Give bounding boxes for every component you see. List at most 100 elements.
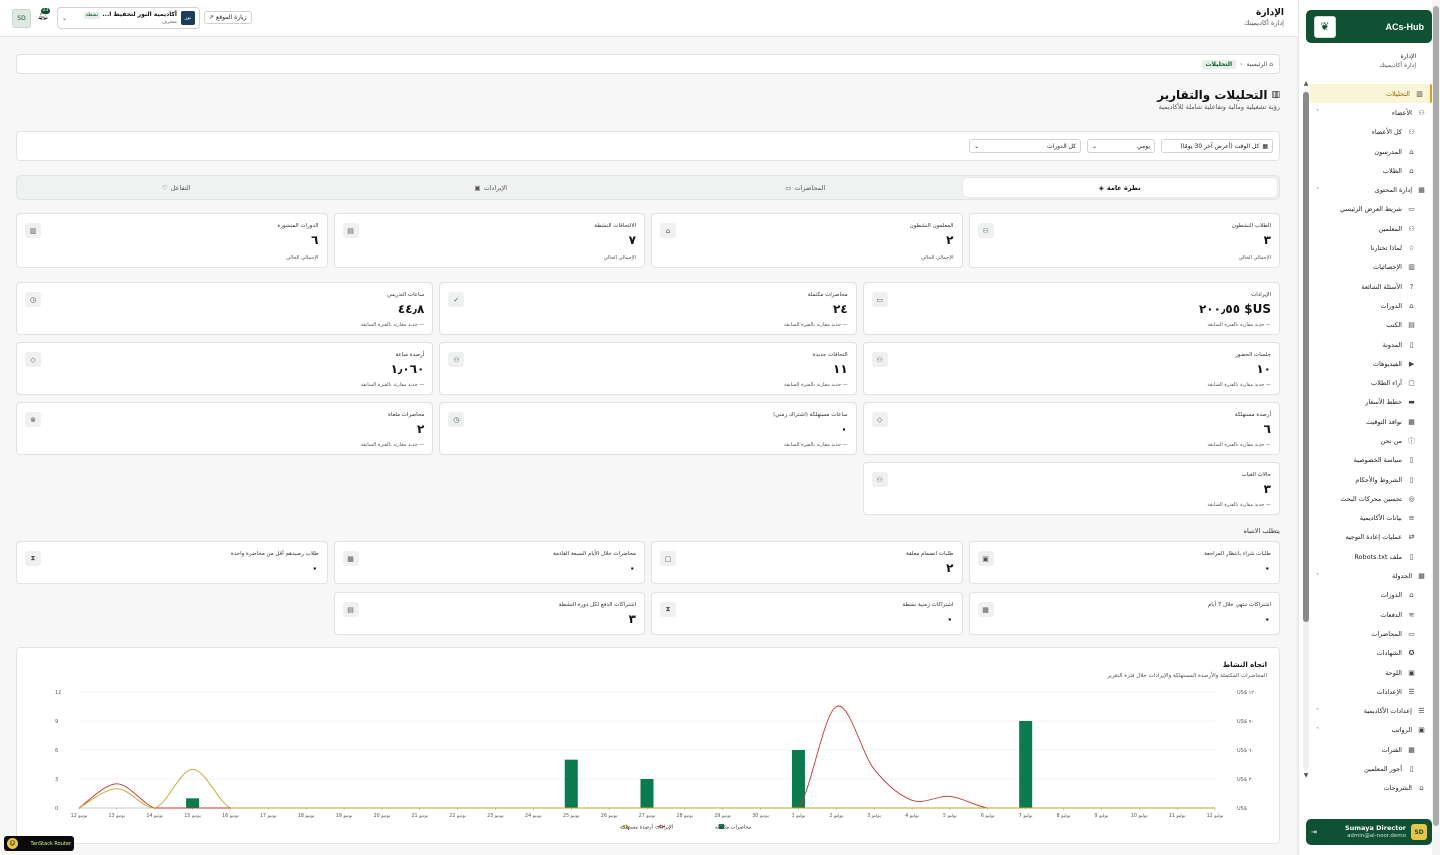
sidebar-item[interactable]: ⚇ المعلمين (1310, 219, 1432, 238)
sidebar-item[interactable]: ▬ خطط الأسعار (1310, 393, 1432, 412)
sidebar-item[interactable]: ◎ تحسين محركات البحث (1310, 489, 1432, 508)
monitor-icon: ▭ (1408, 629, 1415, 638)
cap-icon: ⌂ (660, 223, 676, 238)
card-value: ٤٤٫٨ (397, 302, 425, 316)
kpi-card: الالتحاقات النشطة ٧ الإجمالي الحالي ▤ (333, 213, 645, 268)
course-value: كل الدورات (1046, 142, 1076, 150)
tab-0[interactable]: نظرة عامة ◈ (962, 178, 1277, 197)
card-label: الدورات المنشورة (277, 223, 319, 229)
sidebar-item[interactable]: ▯ ملف Robots.txt (1310, 547, 1432, 566)
sidebar-item[interactable]: ▦ نوافذ التوقيت (1310, 412, 1432, 431)
sidebar-item-label: الرواتب (1391, 726, 1412, 735)
right-tick-label: US$ (1237, 806, 1247, 812)
wallet-icon: ▣ (1418, 726, 1425, 735)
sidebar-user[interactable]: SD Sumaya Director admin@al-noor.demo ⇥ (1306, 819, 1432, 845)
page-scroll-thumb[interactable] (1433, 6, 1439, 826)
sidebar-item[interactable]: ▭ شريط العرض الرئيسي (1310, 200, 1432, 219)
calendar-icon: ▦ (1262, 142, 1268, 150)
sidebar-item[interactable]: ▯ المدونة (1310, 335, 1432, 354)
academy-switcher[interactable]: نور أكاديمية النور لتحفيظ ا... نشطة مشرف… (57, 7, 200, 29)
sidebar-item[interactable]: ☆ لماذا تختارنا (1310, 238, 1432, 257)
visit-site-button[interactable]: زيارة الموقع ↗ (204, 11, 252, 24)
card-label: اشتراكات زمنية نشطة (902, 602, 954, 608)
right-tick-label: US$ ٦٠ (1237, 748, 1254, 754)
sidebar-item[interactable]: ≡ بيانات الأكاديمية (1310, 509, 1432, 528)
attention-card: طلبات شراء بانتظار المراجعة ٠ ▣ (968, 541, 1280, 584)
sidebar-item[interactable]: ▢ آراء الطلاب (1310, 373, 1432, 392)
date-range-select[interactable]: ▦ كل الوقت (أعرض آخر 30 يومًا) (1161, 139, 1273, 153)
x-tick-label: يونيو 18 (298, 813, 315, 819)
sidebar-item[interactable]: ⓘ من نحن (1310, 431, 1432, 450)
sidebar-item[interactable]: ▣ اللوحة (1310, 663, 1432, 682)
sidebar-item[interactable]: ▯ سياسة الخصوصية (1310, 451, 1432, 470)
sidebar-item[interactable]: ▯ أجور المعلمين (1310, 759, 1432, 778)
sidebar-item[interactable]: ☰ الإعدادات (1310, 682, 1432, 701)
sidebar-item-label: اللوحة (1385, 668, 1402, 677)
bar (564, 759, 578, 808)
sidebar-item[interactable]: ▦ الفترات (1310, 740, 1432, 759)
tab-1[interactable]: المحاضرات ▭ (648, 178, 963, 197)
scroll-thumb[interactable] (1303, 92, 1309, 622)
sidebar-item[interactable]: ⌂ الدورات (1310, 586, 1432, 605)
card-value: ٢ (946, 561, 954, 575)
scroll-up-icon[interactable]: ▲ (1303, 80, 1309, 87)
sidebar-item[interactable]: ? الأسئلة الشائعة (1310, 277, 1432, 296)
x-tick-label: يونيو 22 (449, 813, 466, 819)
tab-2[interactable]: الإيرادات ▣ (334, 178, 649, 197)
page-scrollbar[interactable] (1432, 0, 1440, 855)
header-avatar[interactable]: SD (12, 9, 31, 28)
metric-card: حالات الغياب ٣ — جديد مقارنة بالفترة الساب… (862, 462, 1280, 515)
x-tick-label: يوليو 2 (829, 813, 843, 819)
course-select[interactable]: كل الدورات ⌄ (969, 139, 1081, 153)
ticket-icon: ◇ (871, 412, 888, 427)
check-icon: ✓ (448, 292, 465, 307)
sidebar-item[interactable]: ▶ الفيديوهات (1310, 354, 1432, 373)
card-sub: — جديد مقارنة بالفترة السابقة (360, 442, 425, 448)
sidebar-item[interactable]: ⌂ الطلاب (1310, 161, 1432, 180)
sidebar-item-label: عمليات إعادة التوجيه (1345, 533, 1402, 542)
sidebar-item[interactable]: ⚇ الأعضاء ˄ (1310, 103, 1432, 122)
sidebar-item[interactable]: ⇄ عمليات إعادة التوجيه (1310, 528, 1432, 547)
tab-3[interactable]: التفاعل ♡ (19, 178, 334, 197)
sidebar-item[interactable]: ☰ إعدادات الأكاديمية ˅ (1310, 702, 1432, 721)
sidebar-item[interactable]: ⚇ كل الأعضاء (1310, 123, 1432, 142)
sidebar-item[interactable]: ▥ التحليلات (1310, 84, 1432, 104)
sidebar-item[interactable]: ⌂ الدورات (1310, 296, 1432, 315)
hourglass-icon: ⧗ (660, 602, 676, 617)
sidebar-logo[interactable]: ACs-Hub ❦ (1306, 10, 1432, 43)
sidebar-item[interactable]: ✪ الشهادات (1310, 644, 1432, 663)
sidebar-item[interactable]: ⌂ المدرسون (1310, 142, 1432, 161)
granularity-select[interactable]: يومي ⌄ (1087, 139, 1155, 153)
tanstack-devtools-button[interactable]: TanStack Router ☺ (4, 836, 74, 851)
card-label: طلبات انضمام معلقة (906, 551, 954, 557)
date-range-value: كل الوقت (أعرض آخر 30 يومًا) (1180, 142, 1260, 150)
sidebar-item[interactable]: ▦ الجدولة ˄ (1310, 566, 1432, 585)
card-value: ٠ (946, 612, 954, 626)
sidebar-item[interactable]: ▥ الإحصائيات (1310, 258, 1432, 277)
scroll-down-icon[interactable]: ▼ (1303, 772, 1309, 779)
ticket-icon: ◇ (25, 352, 42, 367)
x-tick-label: يونيو 13 (109, 813, 126, 819)
notifications-button[interactable]: 🔔︎ 23 (37, 8, 50, 21)
sidebar-item-label: خطط الأسعار (1365, 398, 1402, 407)
breadcrumb-home[interactable]: ⌂ الرئيسية (1247, 61, 1273, 68)
sidebar-item[interactable]: ⌂ الشروحات (1310, 779, 1432, 798)
sidebar-item[interactable]: ▤ الكتب (1310, 316, 1432, 335)
globe-icon: ◎ (1408, 494, 1415, 503)
sidebar-item[interactable]: ▭ المحاضرات (1310, 624, 1432, 643)
sidebar-item[interactable]: ≋ الدفعات (1310, 605, 1432, 624)
sidebar-item-label: الدورات (1380, 591, 1402, 600)
book-icon: ▤ (1408, 321, 1415, 330)
x-tick-label: يونيو 19 (336, 813, 353, 819)
x-tick-label: يوليو 1 (792, 813, 806, 819)
sidebar-item[interactable]: ▯ الشروط والأحكام (1310, 470, 1432, 489)
sidebar: ACs-Hub ❦ الإدارة إدارة أكاديميتك ▲ ▼ ▥ ا… (1298, 0, 1440, 855)
sidebar-item[interactable]: ▦ إدارة المحتوى ˄ (1310, 180, 1432, 199)
card-sub: الإجمالي الحالي (603, 255, 636, 261)
logout-icon[interactable]: ⇥ (1311, 828, 1317, 836)
sidebar-item-label: المعلمين (1378, 224, 1403, 233)
card-label: ساعات التدريس (387, 292, 425, 298)
sidebar-item[interactable]: ▣ الرواتب ˄ (1310, 721, 1432, 740)
hourglass-icon: ⧗ (25, 551, 41, 566)
sidebar-scrollbar[interactable]: ▲ ▼ (1303, 80, 1309, 780)
